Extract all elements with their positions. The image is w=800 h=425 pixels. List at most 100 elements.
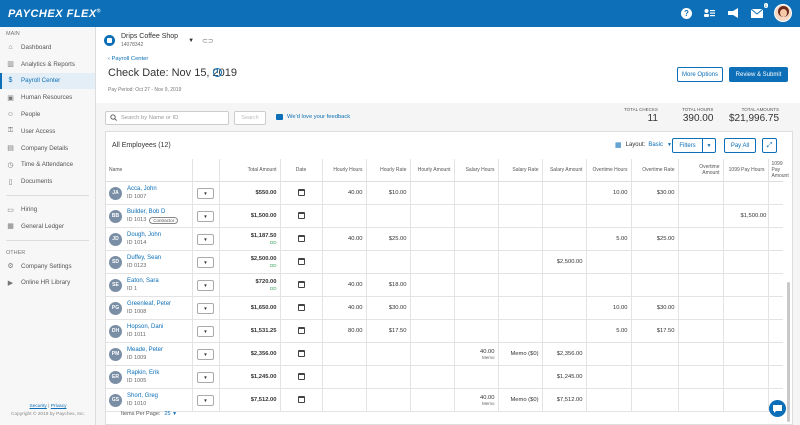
search-input[interactable]: Search by Name or ID [105,111,229,125]
calendar-icon[interactable] [297,349,305,357]
employee-name-link[interactable]: Dough, John [127,232,162,238]
sidebar-item-user-access[interactable]: ⚿ User Access [0,123,95,140]
total-amounts: TOTAL AMOUNTS $21,996.75 [729,107,780,124]
row-actions-cell: ▼ [192,388,220,412]
calendar-icon[interactable] [297,188,305,196]
row-menu-button[interactable]: ▼ [197,279,214,291]
user-avatar[interactable] [774,4,792,22]
row-menu-button[interactable]: ▼ [197,233,214,245]
search-button[interactable]: Search [234,111,266,125]
col-name[interactable]: Name [106,159,193,182]
more-options-button[interactable]: More Options [677,67,723,82]
row-menu-button[interactable]: ▼ [197,210,214,222]
megaphone-icon[interactable] [726,6,740,20]
employee-name-link[interactable]: Greenleaf, Peter [127,301,172,307]
col-total-amount[interactable]: Total Amount [219,159,281,182]
overtime-rate-cell: $30.00 [631,296,679,320]
employee-name-link[interactable]: Duffey, Sean [127,255,162,261]
col-salary-rate[interactable]: Salary Rate [498,159,543,182]
total-amount-cell: $1,650.00 [219,296,281,320]
salary-amount-cell [542,181,587,205]
calendar-icon[interactable] [297,395,305,403]
mail-icon[interactable]: 1 [750,3,768,20]
feedback-link[interactable]: We'd love your feedback [276,114,350,120]
link-icon[interactable]: ⊂⊃ [202,37,214,45]
col-salary-amount[interactable]: Salary Amount [542,159,587,182]
1099-pay-amount-cell [768,250,783,274]
col-hourly-hours[interactable]: Hourly Hours [322,159,367,182]
chevron-down-icon[interactable]: ▼ [188,37,195,44]
layout-selector[interactable]: ▦ Layout: Basic ▼ [615,142,672,149]
col-hourly-rate[interactable]: Hourly Rate [366,159,411,182]
col-1099-pay-amount[interactable]: 1099 Pay Amount [768,159,789,182]
pay-all-button[interactable]: Pay All [724,138,756,153]
sidebar-item-company-settings[interactable]: ⚙ Company Settings [0,258,95,275]
col-hourly-amount[interactable]: Hourly Amount [410,159,455,182]
row-menu-button[interactable]: ▼ [197,371,214,383]
chat-icon[interactable] [769,400,786,417]
col-1099-pay-hours[interactable]: 1099 Pay Hours [723,159,769,182]
overtime-amount-cell [678,365,724,389]
paychex-logo[interactable]: PAYCHEX FLEX® [8,7,101,20]
sidebar-item-company-details[interactable]: ▤ Company Details [0,140,95,157]
overtime-amount-cell [678,319,724,343]
employee-name-link[interactable]: Short, Greg [127,393,159,399]
breadcrumb[interactable]: ‹ Payroll Center [108,56,149,62]
sidebar-item-people[interactable]: ☺ People [0,106,95,123]
col-overtime-rate[interactable]: Overtime Rate [631,159,679,182]
col-salary-hours[interactable]: Salary Hours [454,159,499,182]
items-per-page[interactable]: Items Per Page: 25 ▼ [121,411,178,417]
contacts-icon[interactable] [702,6,716,20]
employee-name-link[interactable]: Acca, John [127,186,157,192]
sidebar-item-human-resources[interactable]: ▣ Human Resources [0,89,95,106]
expand-icon[interactable]: ⤢ [762,138,777,153]
row-menu-button[interactable]: ▼ [197,325,214,337]
employee-name-link[interactable]: Eaton, Sara [127,278,159,284]
calendar-icon[interactable] [297,280,305,288]
row-menu-button[interactable]: ▼ [197,348,214,360]
salary-hours-cell: 40.00 Memo [454,342,499,366]
1099-pay-hours-cell [723,250,769,274]
employee-name-link[interactable]: Builder, Bob D [127,208,166,215]
sidebar-item-hiring[interactable]: ▭ Hiring [0,201,95,218]
row-menu-button[interactable]: ▼ [197,302,214,314]
row-menu-button[interactable]: ▼ [197,187,214,199]
chevron-down-icon[interactable]: ▼ [706,142,712,149]
calendar-icon[interactable] [297,211,305,219]
filters-button[interactable]: Filters ▼ [672,138,716,153]
salary-rate-cell [498,319,543,343]
privacy-link[interactable]: Privacy [50,404,67,409]
sidebar-item-payroll-center[interactable]: $ Payroll Center [0,72,95,90]
1099-pay-hours-cell [723,227,769,251]
employee-name-link[interactable]: Hopson, Dani [127,324,164,330]
sidebar-item-dashboard[interactable]: ⌂ Dashboard [0,39,95,56]
col-overtime-amount[interactable]: Overtime Amount [678,159,724,182]
security-link[interactable]: Security [29,404,47,409]
row-menu-button[interactable]: ▼ [197,256,214,268]
employee-cell: PG Greenleaf, Peter ID 1008 [106,296,193,320]
calendar-icon[interactable] [297,303,305,311]
calendar-icon[interactable] [297,234,305,242]
sidebar-item-analytics-reports[interactable]: ▥ Analytics & Reports [0,56,95,73]
employee-id: ID 1013 [127,217,147,223]
review-submit-button[interactable]: Review & Submit [729,67,788,82]
calendar-icon[interactable] [297,372,305,380]
row-menu-button[interactable]: ▼ [197,394,214,406]
sidebar-item-time-attendance[interactable]: ◷ Time & Attendance [0,157,95,174]
calendar-icon[interactable] [297,257,305,265]
scrollbar[interactable] [787,282,790,422]
calendar-icon[interactable] [297,326,305,334]
salary-hours-cell [454,227,499,251]
help-icon[interactable]: ? [681,7,692,19]
employee-name-link[interactable]: Meade, Peter [127,347,164,353]
content-area: Search by Name or ID Search We'd love yo… [96,103,800,425]
info-icon[interactable]: i [213,68,222,77]
company-selector[interactable]: Drips Coffee Shop 14078342 ▼ ⊂⊃ [104,33,214,48]
col-date[interactable]: Date [280,159,323,182]
sidebar-item-online-hr-library[interactable]: ▶ Online HR Library [0,275,95,292]
sidebar-item-general-ledger[interactable]: ▦ General Ledger [0,218,95,235]
col-overtime-hours[interactable]: Overtime Hours [586,159,632,182]
sidebar-item-label: Company Settings [21,262,72,270]
sidebar-item-documents[interactable]: ▯ Documents [0,173,95,190]
employee-name-link[interactable]: Rapkin, Erik [127,370,160,376]
